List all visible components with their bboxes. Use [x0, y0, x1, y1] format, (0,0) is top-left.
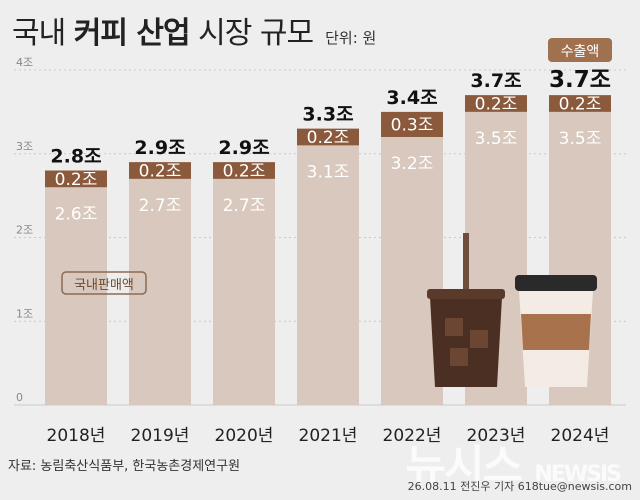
y-tick-label: 1조	[16, 307, 33, 320]
source-note: 자료: 농림축산식품부, 한국농촌경제연구원	[8, 459, 241, 474]
export-value-label: 0.2조	[475, 95, 518, 115]
watermark-sub: NEWSIS	[534, 462, 622, 487]
domestic-value-label: 2.6조	[55, 204, 98, 224]
bar-domestic	[381, 137, 443, 405]
straw-icon	[463, 233, 469, 313]
x-category-label: 2022년	[383, 426, 442, 446]
bar-export	[45, 170, 107, 188]
total-value-label: 2.9조	[218, 137, 269, 159]
total-value-label: 2.9조	[134, 137, 185, 159]
x-category-label: 2020년	[215, 426, 274, 446]
x-category-label: 2018년	[47, 426, 106, 446]
title-post: 시장 규모	[198, 16, 314, 51]
bar-domestic	[45, 187, 107, 405]
newsis-watermark: 뉴시스 NEWSIS	[405, 430, 622, 494]
y-tick-label: 4조	[16, 56, 33, 69]
iced-coffee-cup	[430, 297, 502, 387]
hot-coffee-illustration	[515, 275, 597, 387]
y-tick-label: 0	[16, 391, 23, 404]
domestic-value-label: 3.1조	[307, 162, 350, 182]
x-category-label: 2019년	[131, 426, 190, 446]
cup-lid	[427, 289, 505, 299]
ice-cube	[470, 330, 488, 348]
legend-domestic-label: 국내판매액	[74, 278, 134, 293]
bar-export	[213, 162, 275, 179]
x-category-label: 2021년	[299, 426, 358, 446]
domestic-value-label: 2.7조	[223, 196, 266, 216]
unit-label: 단위: 원	[325, 29, 377, 47]
legend-domestic-badge	[61, 271, 147, 295]
cup-lid	[515, 275, 597, 291]
title-pre: 국내	[12, 16, 66, 51]
domestic-value-label: 2.7조	[139, 196, 182, 216]
export-value-label: 0.2조	[307, 128, 350, 148]
total-value-label: 3.3조	[302, 104, 353, 126]
total-value-label: 2.8조	[50, 146, 101, 168]
bar-domestic	[297, 145, 359, 405]
bar-export	[549, 95, 611, 112]
total-value-label: 3.7조	[549, 67, 611, 93]
y-tick-label: 2조	[16, 224, 33, 237]
domestic-value-label: 3.5조	[475, 129, 518, 149]
export-value-label: 0.2조	[55, 170, 98, 190]
x-category-label: 2024년	[551, 426, 610, 446]
y-tick-label: 3조	[16, 140, 33, 153]
x-category-label: 2023년	[467, 426, 526, 446]
iced-coffee-illustration	[427, 233, 505, 387]
export-value-label: 0.2조	[559, 95, 602, 115]
ice-cube	[450, 348, 468, 366]
export-value-label: 0.3조	[391, 115, 434, 135]
ice-cube	[445, 318, 463, 336]
chart-title: 국내 커피 산업 시장 규모 단위: 원	[12, 8, 376, 52]
watermark-main: 뉴시스	[405, 441, 523, 492]
export-value-label: 0.2조	[139, 162, 182, 182]
export-value-label: 0.2조	[223, 162, 266, 182]
bar-export	[381, 111, 443, 137]
bar-domestic	[129, 178, 191, 405]
domestic-value-label: 3.2조	[391, 154, 434, 174]
cup-sleeve	[521, 314, 591, 350]
bar-export	[465, 95, 527, 112]
bar-export	[297, 128, 359, 146]
bar-export	[129, 162, 191, 179]
total-value-label: 3.7조	[470, 70, 521, 92]
total-value-label: 3.4조	[386, 87, 437, 109]
title-text: 국내 커피 산업 시장 규모	[12, 8, 314, 52]
legend-export-badge	[548, 38, 612, 62]
bar-domestic	[213, 178, 275, 405]
title-bold: 커피 산업	[73, 16, 191, 51]
legend-export-label: 수출액	[561, 44, 600, 60]
domestic-value-label: 3.5조	[559, 129, 602, 149]
credit-line: 26.08.11 전진우 기자 618tue@newsis.com	[407, 480, 632, 493]
